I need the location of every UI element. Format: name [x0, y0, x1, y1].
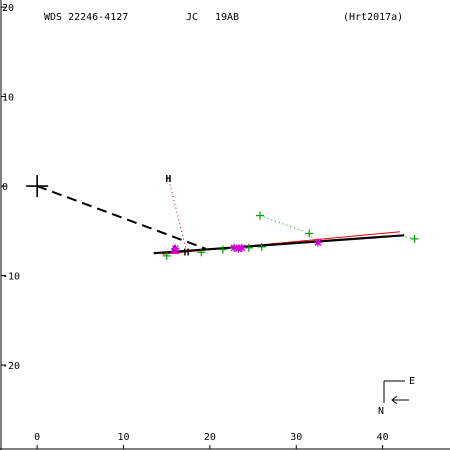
header-pair: 19AB [215, 12, 239, 23]
x-tick-label: 30 [290, 432, 302, 443]
header-discoverer: JC [186, 12, 198, 23]
highlight-label: H [165, 174, 171, 185]
x-axis-ticks: 0 10 20 30 40 [34, 432, 389, 449]
compass-north-label: N [378, 406, 384, 417]
highlight-point [169, 244, 180, 254]
y-axis-ticks: 20 10 0 -10 -20 [1, 3, 20, 372]
visual-residual [259, 215, 306, 233]
y-tick-label: 10 [2, 93, 14, 104]
x-tick-label: 40 [377, 432, 389, 443]
speckle-point [314, 238, 322, 246]
highlight-label: H [184, 247, 190, 258]
header-reference: (Hrt2017a) [343, 12, 403, 23]
speckle-point [238, 244, 246, 252]
chart-marks: HH [26, 174, 419, 260]
x-tick-label: 10 [117, 432, 129, 443]
x-tick-label: 20 [204, 432, 216, 443]
compass-east-label: E [409, 376, 415, 387]
compass: E N [378, 376, 415, 417]
header-system: WDS 22246-4127 [44, 12, 128, 23]
compass-arrow-head [391, 395, 398, 405]
visual-residual [308, 233, 314, 241]
highlight-residual [167, 177, 188, 252]
y-tick-label: -20 [2, 361, 20, 372]
y-tick-label: -10 [2, 272, 20, 283]
y-tick-label: 20 [2, 3, 14, 14]
reference-dashed-line [36, 185, 206, 250]
x-tick-label: 0 [34, 432, 40, 443]
orbit-black-line [153, 234, 405, 255]
y-tick-label: 0 [2, 182, 8, 193]
